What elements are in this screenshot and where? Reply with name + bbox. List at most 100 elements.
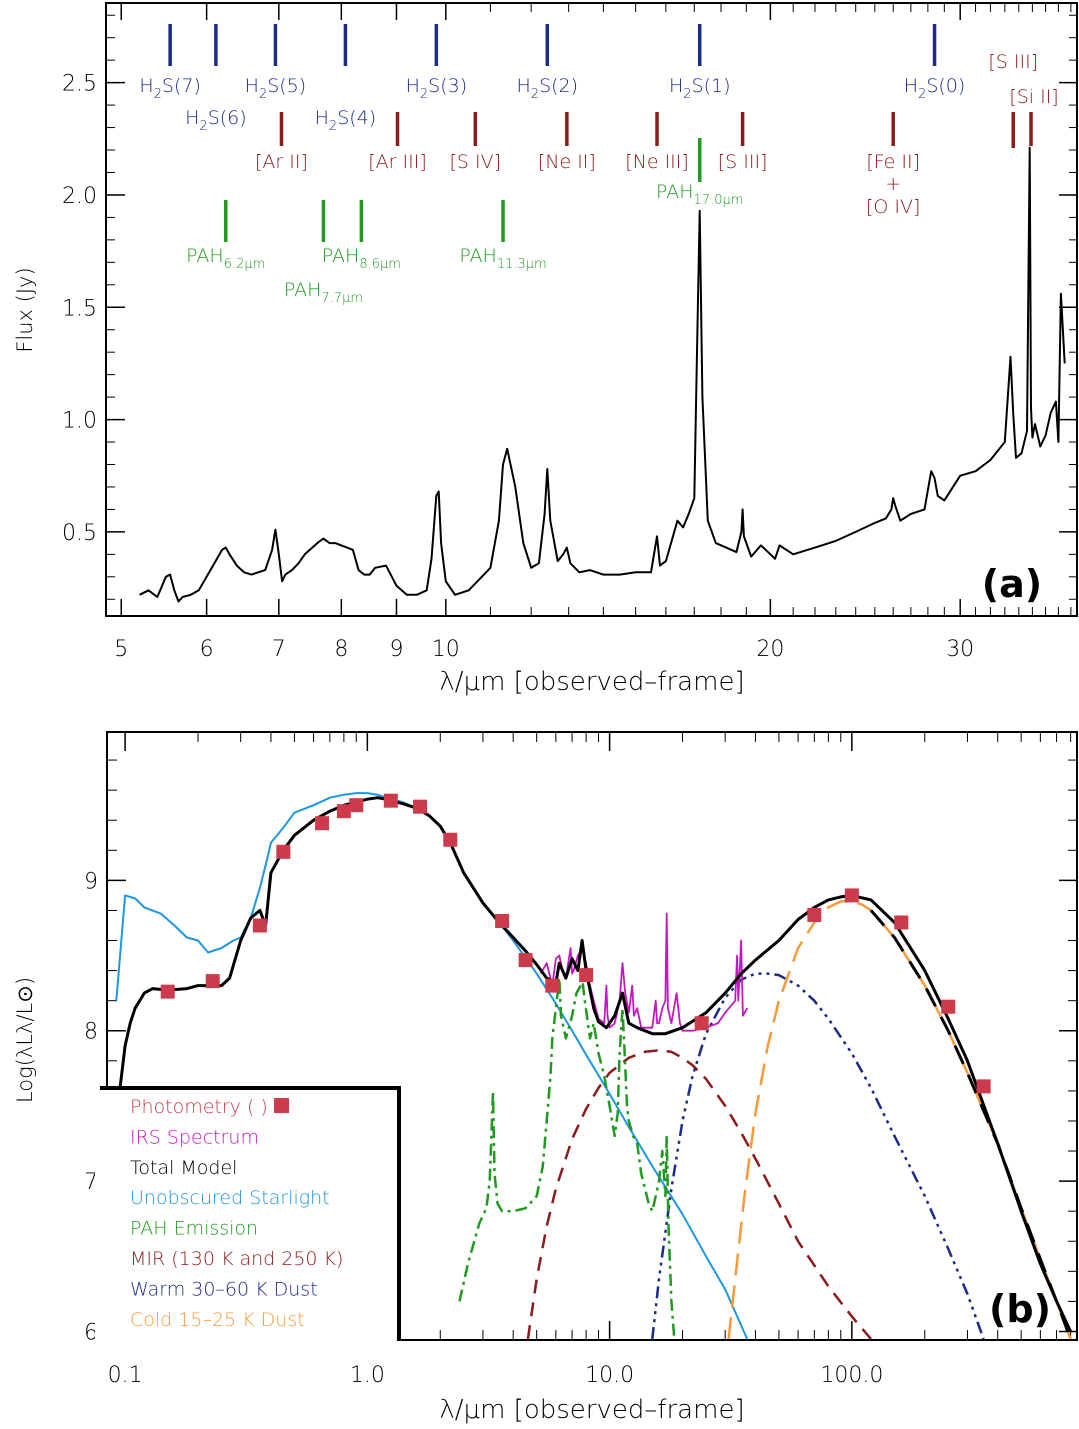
panel-b-series [114, 792, 1073, 1339]
panel-b-ytick-label: 7 [84, 1170, 98, 1195]
legend-entry: IRS Spectrum [130, 1126, 259, 1148]
pah-line-label: PAH17.0μm [656, 181, 743, 208]
photometry-point [205, 974, 220, 989]
ionic-line-label: [Ar III] [368, 151, 426, 173]
panel-b-ylabel: Log(λLλ/L⊙) [13, 977, 37, 1103]
h2-line-label: H2S(0) [904, 75, 966, 102]
legend-photometry-marker [274, 1098, 289, 1113]
ionic-line-label: [O IV] [866, 196, 920, 218]
panel-a-ticks: 5 6 7 8 9 10 20 30 0.5 1.0 1.5 2.0 2.5 [62, 4, 1077, 662]
photometry-point [495, 913, 510, 928]
photometry-point [349, 798, 364, 813]
panel-a-xtick-label: 5 [114, 637, 128, 662]
panel-b-ytick-label: 9 [84, 869, 98, 894]
legend-entry: Cold 15–25 K Dust [130, 1309, 305, 1331]
legend-entry: Unobscured Starlight [130, 1187, 330, 1209]
photometry-point [545, 978, 560, 993]
photometry-point [336, 804, 351, 819]
ionic-line-label: [Ne III] [625, 151, 689, 173]
panel-b-xtick-label: 10.0 [585, 1363, 634, 1388]
legend-entry: PAH Emission [130, 1218, 258, 1240]
h2-line-label: H2S(3) [406, 75, 468, 102]
photometry-point [894, 915, 909, 930]
legend-bg [95, 1087, 399, 1349]
legend-entry: Warm 30–60 K Dust [130, 1278, 318, 1300]
h2-line-label: H2S(2) [516, 75, 578, 102]
panel-b-sed: 0.1 1.0 10.0 100.0 6 7 8 9 Photometry ( ) IRS Sp… [13, 731, 1078, 1425]
ionic-line-label: + [885, 173, 901, 195]
photometry-point [579, 968, 594, 983]
panel-b-frame [106, 731, 1078, 1341]
panel-a-xtick-label: 30 [946, 637, 974, 662]
pah-line-label: PAH6.2μm [186, 245, 265, 272]
photometry-point [252, 918, 267, 933]
legend-entry: Total Model [130, 1157, 237, 1179]
ionic-line-label: [S III] [988, 51, 1038, 73]
ionic-line-label: [Si II] [1009, 86, 1058, 108]
h2-line-label: H2S(4) [315, 107, 377, 134]
panel-b-ytick-label: 6 [84, 1320, 98, 1345]
photometry-point [160, 984, 175, 999]
mir-dust-line [526, 1049, 872, 1339]
legend-entry: Photometry ( ) [130, 1096, 268, 1118]
photometry-point [941, 999, 956, 1014]
panel-a-xtick-label: 20 [756, 637, 784, 662]
panel-a-line-markers: H2S(7) H2S(6) H2S(5) H2S(4) H2S(3) H2S(2) H2S(… [139, 24, 1059, 306]
pah-line-label: PAH7.7μm [284, 279, 363, 306]
panel-a-ylabel: Flux (Jy) [13, 267, 37, 352]
panel-a-xtick-label: 7 [272, 637, 286, 662]
photometry-point [807, 907, 822, 922]
h2-line-label: H2S(1) [669, 75, 731, 102]
warm-dust-line [651, 972, 985, 1339]
pah-line-label: PAH8.6μm [322, 245, 401, 272]
panel-a-ytick-label: 0.5 [62, 521, 97, 546]
panel-b-xtick-label: 1.0 [350, 1363, 385, 1388]
panel-a-spectrum: 5 6 7 8 9 10 20 300.51.01.52.02.5 H2S(7)H2S(6)H… [13, 2, 1078, 697]
total-model-tail-dashes [869, 909, 1073, 1339]
panel-a-xtick-label: 9 [389, 637, 403, 662]
photometry-point [315, 816, 330, 831]
panel-a-tag: (a) [982, 562, 1042, 606]
legend-border [100, 1086, 401, 1341]
panel-a-ytick-label: 2.0 [62, 184, 97, 209]
ionic-line-label: [Ne II] [538, 151, 596, 173]
photometry-point [844, 888, 859, 903]
panel-a-series [139, 146, 1066, 603]
panel-b-xtick-label: 0.1 [108, 1363, 143, 1388]
photometry-point [413, 799, 428, 814]
h2-line-label: H2S(6) [185, 107, 247, 134]
panel-b-tag: (b) [989, 1287, 1051, 1331]
photometry-point [383, 793, 398, 808]
panel-a-xtick-label: 8 [334, 637, 348, 662]
h2-line-label: H2S(7) [139, 75, 201, 102]
panel-a-frame [105, 2, 1078, 617]
photometry-point [443, 832, 458, 847]
photometry-point [276, 844, 291, 859]
panel-a-xtick-label: 10 [432, 637, 460, 662]
total-model-line [114, 796, 1072, 1333]
spectrum-line [139, 146, 1066, 603]
panel-a-ytick-label: 1.5 [62, 296, 97, 321]
panel-b-legend: Photometry ( ) IRS Spectrum Total Model Uno… [95, 1086, 401, 1349]
panel-b-ytick-label: 8 [84, 1020, 98, 1045]
photometry-point [518, 953, 533, 968]
ionic-line-label: [S III] [718, 151, 768, 173]
panel-b-ticks: 0.1 1.0 10.0 100.0 6 7 8 9 [84, 733, 1077, 1388]
pah-emission-line [458, 976, 676, 1339]
photometry-point [694, 1016, 709, 1031]
ionic-line-label: [Fe II] [866, 151, 920, 173]
panel-a-ytick-label: 2.5 [62, 72, 97, 97]
cold-dust-line [727, 900, 1072, 1339]
panel-b-xlabel: λ/μm [observed–frame] [439, 1395, 744, 1425]
pah-line-label: PAH11.3μm [459, 245, 546, 272]
panel-a-xlabel: λ/μm [observed–frame] [439, 667, 744, 697]
panel-a-ytick-label: 1.0 [62, 409, 97, 434]
ionic-line-label: [S IV] [450, 151, 502, 173]
h2-line-label: H2S(5) [245, 75, 307, 102]
ionic-line-label: [Ar II] [255, 151, 308, 173]
legend-entry: MIR (130 K and 250 K) [130, 1248, 343, 1270]
starlight-line [115, 792, 749, 1339]
panel-a-xtick-label: 6 [200, 637, 214, 662]
photometry-point [976, 1079, 991, 1094]
